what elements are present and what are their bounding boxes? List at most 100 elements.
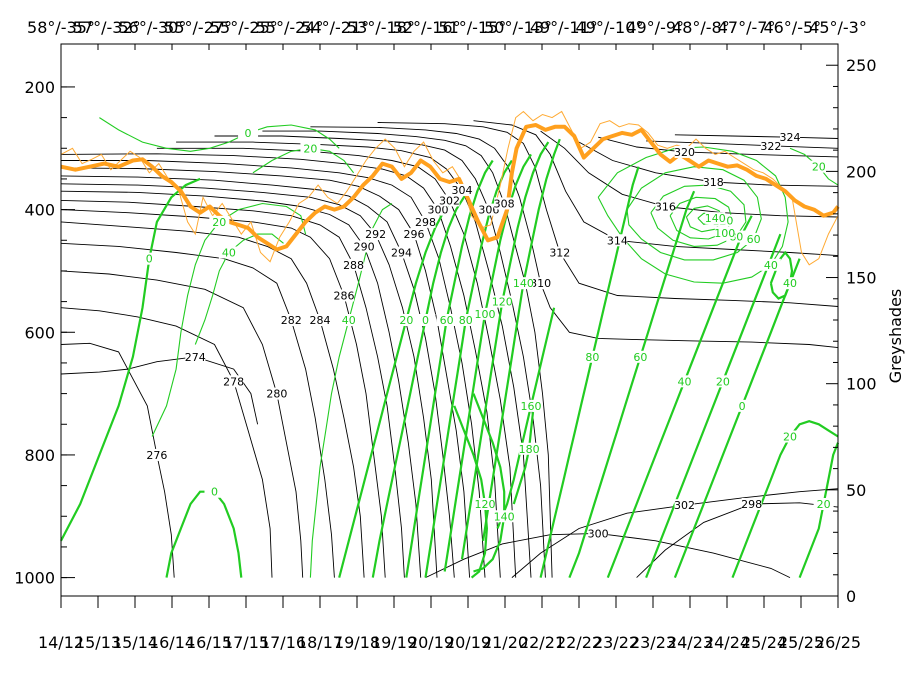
theta-isoline-298 xyxy=(61,160,486,578)
theta-isoline-278 xyxy=(60,307,273,578)
left-tick-label: 800 xyxy=(24,446,55,465)
wind-label-0-bg xyxy=(204,485,225,498)
wind-isoline-120 xyxy=(460,141,550,560)
theta-label-298: 298 xyxy=(741,498,762,511)
theta-label-286: 286 xyxy=(333,289,354,302)
top-location-label: 53°/-18° xyxy=(347,18,415,37)
theta-label-316-bg xyxy=(655,200,676,213)
wind-isoline-20 xyxy=(338,196,456,578)
wind-label-20-bg xyxy=(396,314,417,326)
top-location-label: 52°/-16° xyxy=(393,18,461,37)
x-tick-label: 25/24 xyxy=(741,633,787,652)
wind-label-160-bg xyxy=(521,399,542,412)
x-tick-label: 17/16 xyxy=(260,633,306,652)
wind-label-80-bg xyxy=(582,350,603,363)
wind-isoline-160 xyxy=(496,307,556,529)
wind-isoline-80 xyxy=(539,166,640,578)
left-tick-label: 600 xyxy=(24,323,55,342)
wind-label-20: 20 xyxy=(812,161,826,174)
wind-label-40: 40 xyxy=(222,247,236,260)
top-location-label: 51°/-15° xyxy=(438,18,506,37)
theta-isoline-310 xyxy=(310,126,839,349)
x-tick-label: 16/14 xyxy=(149,633,195,652)
wind-isoline-0 xyxy=(60,177,201,542)
wind-label-20: 20 xyxy=(817,498,831,511)
wind-isoline-100 xyxy=(443,153,532,572)
wind-isoline-40 xyxy=(606,215,753,579)
x-tick-label: 17/15 xyxy=(223,633,269,652)
wind-label-60: 60 xyxy=(440,314,454,327)
wind-label-80: 80 xyxy=(459,314,473,327)
x-tick-label: 19/19 xyxy=(371,633,417,652)
theta-label-312: 312 xyxy=(549,247,570,260)
theta-label-296: 296 xyxy=(404,228,425,241)
theta-label-282: 282 xyxy=(281,314,302,327)
wind-isoline-40 xyxy=(309,203,393,578)
wind-label-60-bg xyxy=(436,314,457,326)
theta-isoline-322 xyxy=(646,140,839,149)
wind-label-20-bg xyxy=(712,375,733,388)
wind-label-80-bg xyxy=(455,314,476,326)
theta-label-320: 320 xyxy=(674,146,695,159)
theta-label-298: 298 xyxy=(415,216,436,229)
theta-label-276: 276 xyxy=(146,449,167,462)
wind-label-40-bg xyxy=(780,277,801,290)
theta-label-296-bg xyxy=(404,228,425,241)
wind-label-60-bg xyxy=(630,350,651,363)
wind-label-120: 120 xyxy=(474,498,495,511)
right-tick-label: 250 xyxy=(846,56,877,75)
wind-isoline-0 xyxy=(165,490,243,578)
theta-label-290: 290 xyxy=(354,240,375,253)
x-tick-label: 24/24 xyxy=(704,633,750,652)
x-tick-label: 23/22 xyxy=(593,633,639,652)
top-location-label: 46°/-5° xyxy=(763,18,821,37)
wind-label-140: 140 xyxy=(513,277,534,290)
theta-label-292-bg xyxy=(365,228,386,241)
wind-isoline-60 xyxy=(568,190,696,579)
theta-label-280-bg xyxy=(266,387,287,400)
theta-label-302: 302 xyxy=(439,194,460,207)
theta-label-290-bg xyxy=(354,240,375,253)
theta-label-278-bg xyxy=(223,375,244,388)
theta-label-300: 300 xyxy=(427,204,448,217)
wind-label-60: 60 xyxy=(633,351,647,364)
theta-isoline-284 xyxy=(60,221,365,578)
theta-label-274-bg xyxy=(185,350,206,363)
theta-label-304-bg xyxy=(451,183,472,196)
left-tick-label: 200 xyxy=(24,78,55,97)
wind-label-40: 40 xyxy=(342,314,356,327)
x-tick-label: 18/17 xyxy=(297,633,343,652)
x-tick-label: 21/20 xyxy=(482,633,528,652)
wind-label-120: 120 xyxy=(492,296,513,309)
top-location-label: 48°/-8° xyxy=(672,18,730,37)
theta-label-322-bg xyxy=(760,139,781,152)
wind-isoline-20 xyxy=(151,202,307,437)
wind-label-140-bg xyxy=(705,212,726,225)
wind-label-60-bg xyxy=(743,233,764,246)
x-tick-label: 15/13 xyxy=(75,633,121,652)
theta-label-302: 302 xyxy=(674,499,695,512)
wind-label-120-bg xyxy=(492,295,513,308)
wind-label-40: 40 xyxy=(764,259,778,272)
theta-label-324-bg xyxy=(780,131,801,144)
theta-label-300: 300 xyxy=(588,527,609,540)
wind-label-140: 140 xyxy=(494,510,515,523)
tropopause-thin-line xyxy=(60,110,839,266)
wind-label-20-bg xyxy=(813,498,834,510)
theta-label-286-bg xyxy=(333,289,354,302)
theta-label-324: 324 xyxy=(780,131,801,144)
theta-isoline-300 xyxy=(60,153,501,578)
wind-isoline-20 xyxy=(645,233,782,579)
right-tick-label: 50 xyxy=(846,481,866,500)
wind-label-0-bg xyxy=(732,399,753,412)
theta-isoline-298 xyxy=(636,502,839,578)
theta-label-306: 306 xyxy=(478,204,499,217)
theta-label-284: 284 xyxy=(310,314,331,327)
theta-label-294: 294 xyxy=(391,247,412,260)
wind-label-60: 60 xyxy=(747,233,761,246)
wind-label-160: 160 xyxy=(521,400,542,413)
right-tick-label: 150 xyxy=(846,269,877,288)
top-location-label: 56°/-30° xyxy=(118,18,186,37)
x-tick-label: 14/12 xyxy=(38,633,84,652)
